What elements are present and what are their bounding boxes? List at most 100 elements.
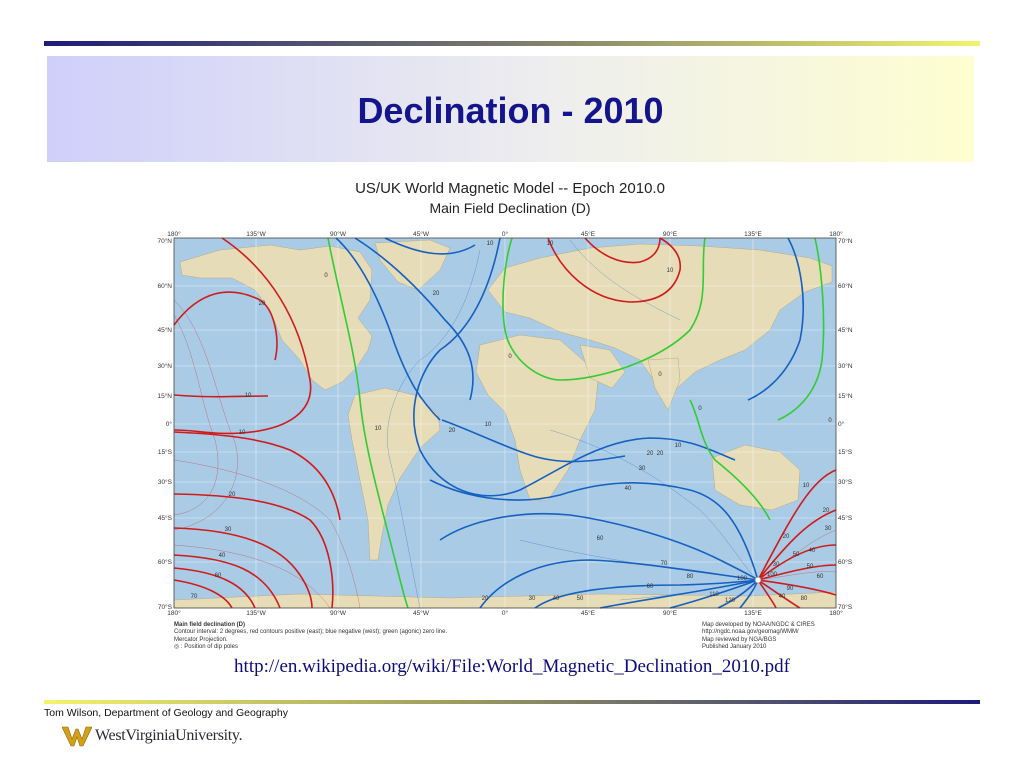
credit-line: http://ngdc.noaa.gov/geomag/WMM/: [702, 629, 799, 636]
lat-label: 45°S: [838, 514, 853, 522]
lon-label: 180°: [829, 230, 843, 238]
contour-label: 10: [675, 443, 682, 449]
declination-map: 10 20 0 10 20 20 10 0 10 10 0 0 10 20 10…: [157, 230, 853, 617]
legend-line: Contour interval: 2 degrees, red contour…: [174, 629, 448, 636]
contour-label: 20: [259, 301, 266, 307]
lon-label: 45°E: [581, 230, 596, 238]
contour-label: 0: [508, 354, 512, 360]
contour-label: 40: [553, 596, 560, 602]
lat-label: 30°S: [838, 478, 853, 486]
contour-label: 60: [817, 574, 824, 580]
lat-label: 15°N: [157, 392, 172, 400]
contour-label: 20: [657, 451, 664, 457]
contour-label: 50: [807, 564, 814, 570]
africa: [475, 334, 599, 501]
lat-label: 70°S: [838, 603, 853, 611]
contour-label: 20: [482, 596, 489, 602]
contour-label: 40: [809, 548, 816, 554]
contour-label: 40: [219, 553, 226, 559]
legend-heading: Main field declination (D): [174, 622, 246, 628]
contour-label: 30: [225, 527, 232, 533]
slide-title: Declination - 2010: [357, 90, 664, 131]
contour-label: 70: [191, 594, 198, 600]
contour-label: 10: [803, 483, 810, 489]
contour-label: 100: [767, 572, 778, 578]
lon-label: 90°E: [663, 609, 678, 617]
contour-label: 50: [793, 552, 800, 558]
australia: [711, 444, 801, 511]
lon-label: 135°E: [744, 230, 762, 238]
contour-label: 10: [667, 268, 674, 274]
dip-pole: [754, 576, 762, 584]
contour-label: 10: [547, 241, 554, 247]
graticule: [174, 238, 836, 608]
lat-label: 15°S: [158, 448, 173, 456]
lon-label: 180°: [829, 609, 843, 617]
contour-label: 10: [245, 393, 252, 399]
contour-label: 80: [687, 574, 694, 580]
lat-label: 30°N: [838, 362, 853, 370]
contour-label: 10: [485, 422, 492, 428]
lat-label: 45°N: [838, 326, 853, 334]
contour-label: 40: [779, 594, 786, 600]
contour-label: 40: [625, 486, 632, 492]
lon-label: 135°W: [246, 609, 266, 617]
lat-label: 60°S: [838, 558, 853, 566]
lat-label: 60°N: [838, 282, 853, 290]
map-legend-right: Map developed by NOAA/NGDC & CIRES http:…: [702, 622, 862, 652]
contour-label: 20: [783, 534, 790, 540]
lat-label: 15°N: [838, 392, 853, 400]
contour-label: 60: [647, 584, 654, 590]
contour-label: 120: [725, 598, 736, 604]
contour-label: 20: [229, 492, 236, 498]
contour-label: 90: [787, 586, 794, 592]
lon-label: 90°E: [663, 230, 678, 238]
contour-label: 70: [661, 561, 668, 567]
india: [647, 357, 681, 411]
lon-label: 135°W: [246, 230, 266, 238]
major-contours: [173, 237, 837, 609]
contour-label: 10: [239, 430, 246, 436]
contour-label: 60: [215, 573, 222, 579]
dip-pole-icon: ◎: [174, 644, 180, 651]
lon-label: 45°E: [581, 609, 596, 617]
lat-labels-left: 70°N 60°N 45°N 30°N 15°N 0° 15°S 30°S 45…: [157, 237, 172, 611]
lon-label: 90°W: [330, 609, 347, 617]
flying-wv-icon: [62, 726, 92, 747]
lat-label: 45°S: [158, 514, 173, 522]
lat-label: 0°: [166, 420, 173, 428]
contour-label: 20: [823, 508, 830, 514]
contour-label: 30: [773, 562, 780, 568]
lat-label: 70°S: [158, 603, 173, 611]
lat-label: 60°S: [158, 558, 173, 566]
contour-label: 100: [737, 576, 748, 582]
credit-line: Map reviewed by NGA/BGS: [702, 636, 777, 643]
source-url-link[interactable]: http://en.wikipedia.org/wiki/File:World_…: [234, 656, 790, 677]
lon-label: 135°E: [744, 609, 762, 617]
lon-labels-bottom: 180° 135°W 90°W 45°W 0° 45°E 90°E 135°E …: [167, 609, 843, 617]
lon-label: 0°: [502, 230, 509, 238]
lon-label: 180°: [167, 609, 181, 617]
lon-label: 45°W: [413, 609, 430, 617]
lon-label: 180°: [167, 230, 181, 238]
contour-label: 60: [597, 536, 604, 542]
lon-label: 45°W: [413, 230, 430, 238]
credit-line: Published January 2010: [702, 644, 767, 651]
map-subtitle: Main Field Declination (D): [429, 200, 591, 216]
contour-label: 0: [828, 418, 832, 424]
contour-label-group: 10 20 0 10 20 20 10 0 10 10 0 0 10 20 10…: [191, 241, 833, 604]
contour-label: 0: [324, 273, 328, 279]
lat-label: 0°: [838, 420, 845, 428]
credit-line: Map developed by NOAA/NGDC & CIRES: [702, 622, 815, 628]
logo-wordmark: WestVirginiaUniversity.: [95, 727, 243, 744]
top-rule: [44, 41, 980, 46]
contour-label: 20: [647, 451, 654, 457]
contour-label: 10: [375, 426, 382, 432]
contour-label: 30: [639, 466, 646, 472]
bottom-rule: [44, 700, 980, 704]
lat-label: 30°N: [157, 362, 172, 370]
contour-label: 0: [658, 372, 662, 378]
lat-label: 15°S: [838, 448, 853, 456]
lat-label: 60°N: [157, 282, 172, 290]
contour-label: 30: [529, 596, 536, 602]
